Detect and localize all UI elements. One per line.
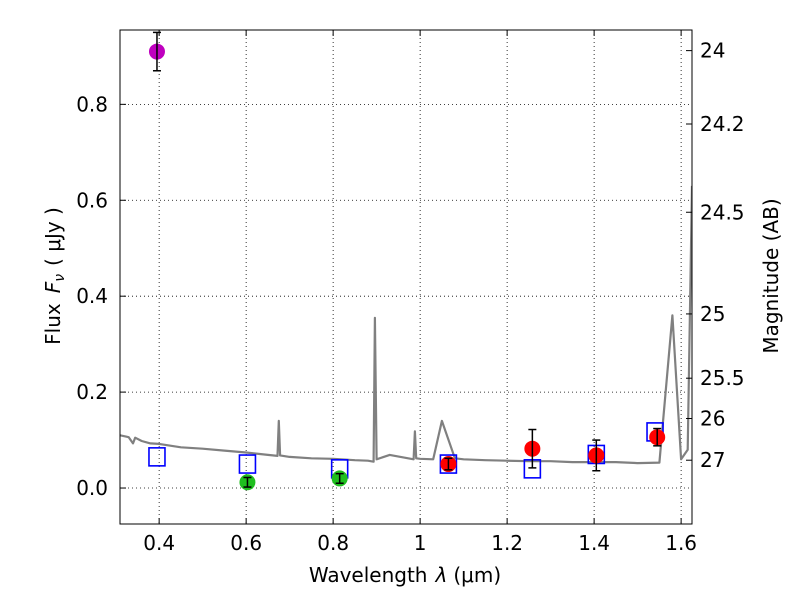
x-tick-label: 0.4 — [143, 531, 175, 555]
y2-tick-label: 24.5 — [700, 200, 745, 224]
y2-tick-label: 27 — [700, 448, 725, 472]
y-axis-label-symbol: F — [41, 281, 65, 293]
model-photometry-box — [148, 447, 166, 467]
observed-photometry-layer — [148, 31, 666, 491]
y2-tick-label: 25 — [700, 302, 725, 326]
grid — [120, 30, 692, 524]
y2-tick-label: 25.5 — [700, 366, 745, 390]
axes: 0.4 0.6 0.8 1 1.2 1.4 1.6 0.0 0.2 0.4 0.6 0.8 24 24.2… — [76, 30, 745, 555]
x-tick-label: 0.8 — [317, 531, 349, 555]
y-tick-label: 0.0 — [76, 476, 108, 500]
y-axis-label-units: ( μJy ) — [41, 207, 65, 266]
x-axis-label-prefix: Wavelength — [309, 563, 428, 587]
y-axis-label: Flux Fν ( μJy ) — [41, 207, 68, 345]
y-axis-label-subscript: ν — [52, 274, 68, 282]
y2-tick-label: 24 — [700, 39, 725, 63]
y-tick-label: 0.2 — [76, 380, 108, 404]
x-tick-label: 0.6 — [230, 531, 262, 555]
x-tick-label: 1 — [414, 531, 427, 555]
y-tick-label: 0.6 — [76, 188, 108, 212]
x-axis-label-symbol: λ — [435, 563, 448, 587]
y-axis-label-prefix: Flux — [41, 303, 65, 345]
x-axis-label: Wavelength λ (μm) — [309, 563, 501, 587]
model-spectrum-layer — [120, 185, 692, 465]
y2-tick-label: 26 — [700, 406, 725, 430]
x-tick-label: 1.2 — [491, 531, 523, 555]
x-axis-label-units: (μm) — [453, 563, 501, 587]
y2-tick-label: 24.2 — [700, 112, 745, 136]
x-tick-label: 1.4 — [578, 531, 610, 555]
y-tick-label: 0.8 — [76, 92, 108, 116]
model-spectrum-line — [120, 185, 692, 465]
plot-frame — [119, 29, 693, 525]
y2-axis-label: Magnitude (AB) — [759, 198, 783, 353]
x-tick-label: 1.6 — [665, 531, 697, 555]
y-tick-label: 0.4 — [76, 284, 108, 308]
model-photometry-box — [238, 454, 257, 474]
